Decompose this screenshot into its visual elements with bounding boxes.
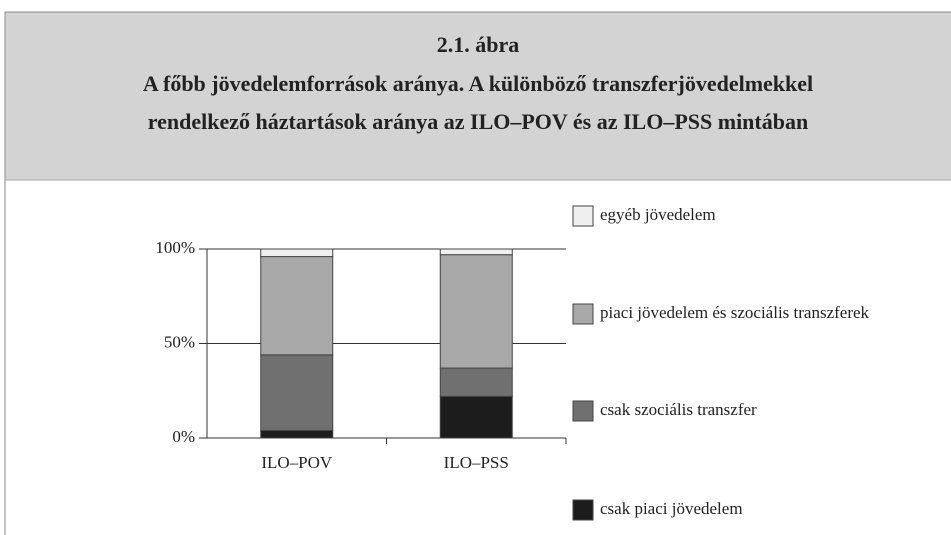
bar-segment bbox=[439, 367, 513, 397]
legend-swatch bbox=[572, 499, 594, 521]
legend-swatch bbox=[572, 400, 594, 422]
bar-segment bbox=[439, 395, 513, 439]
bar-segment bbox=[260, 256, 334, 356]
figure-label: 2.1. ábra bbox=[437, 32, 520, 57]
legend-label: csak szociális transzfer bbox=[600, 400, 757, 419]
bar-segment bbox=[260, 429, 334, 439]
bar-segment bbox=[260, 354, 334, 431]
x-tick-label: ILO–PSS bbox=[444, 453, 509, 472]
legend-swatch bbox=[572, 303, 594, 325]
legend-label: csak piaci jövedelem bbox=[600, 499, 743, 518]
bar-segment bbox=[439, 248, 513, 256]
bar-segment bbox=[439, 254, 513, 369]
y-tick-label: 100% bbox=[155, 238, 195, 257]
chart-title: rendelkező háztartások aránya az ILO–POV… bbox=[148, 109, 808, 134]
y-tick-label: 50% bbox=[164, 332, 195, 351]
header-band bbox=[5, 12, 951, 180]
legend-label: egyéb jövedelem bbox=[600, 205, 716, 224]
y-tick-label: 0% bbox=[172, 427, 195, 446]
bar-segment bbox=[260, 248, 334, 258]
legend-label: piaci jövedelem és szociális transzferek bbox=[600, 303, 870, 322]
legend-swatch bbox=[572, 205, 594, 227]
x-tick-label: ILO–POV bbox=[261, 453, 333, 472]
chart-title: A főbb jövedelemforrások aránya. A külön… bbox=[143, 71, 813, 96]
